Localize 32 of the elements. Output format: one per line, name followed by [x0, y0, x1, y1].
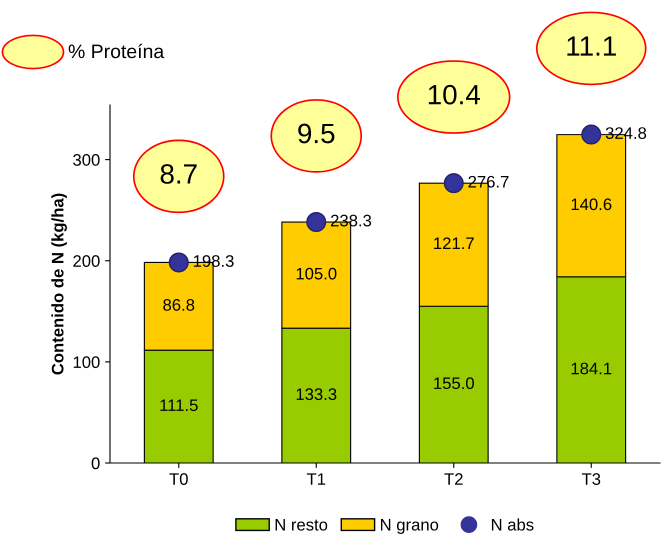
data-label: 86.8 — [163, 299, 194, 311]
x-tick-label: T3 — [582, 473, 600, 485]
data-label: 140.6 — [572, 198, 612, 210]
data-label: 155.0 — [434, 377, 474, 390]
annotation: 10.4 — [428, 84, 480, 105]
point — [581, 124, 602, 145]
data-label: 133.3 — [296, 388, 336, 400]
annotation: 11.1 — [567, 36, 616, 56]
point — [168, 252, 189, 272]
y-tick-label: 300 — [73, 154, 100, 166]
data-label: 324.8 — [606, 127, 646, 140]
legend-label: N resto — [276, 518, 328, 531]
x-tick-label: T0 — [169, 473, 188, 485]
legend-label: N grano — [380, 518, 438, 534]
y-tick-label: 100 — [74, 356, 100, 368]
legend-label: N abs — [492, 518, 534, 531]
y-tick-label: 200 — [73, 255, 100, 267]
data-label: 121.7 — [434, 237, 474, 250]
y-tick-label: 0 — [92, 457, 100, 470]
data-label: 184.1 — [572, 362, 612, 374]
data-label: 276.7 — [468, 176, 509, 188]
point — [444, 173, 464, 194]
annotation: 8.7 — [160, 164, 197, 184]
x-tick-label: T2 — [444, 473, 463, 485]
data-label: 105.0 — [296, 268, 336, 280]
annotation: 9.5 — [298, 124, 334, 144]
text: % Proteína — [68, 44, 164, 58]
point — [306, 212, 326, 232]
data-label: 111.5 — [160, 399, 198, 412]
data-label: 238.3 — [330, 214, 372, 226]
y-axis-title: Contenido de N (kg/ha) — [51, 194, 67, 375]
x-tick-label: T1 — [306, 473, 326, 485]
